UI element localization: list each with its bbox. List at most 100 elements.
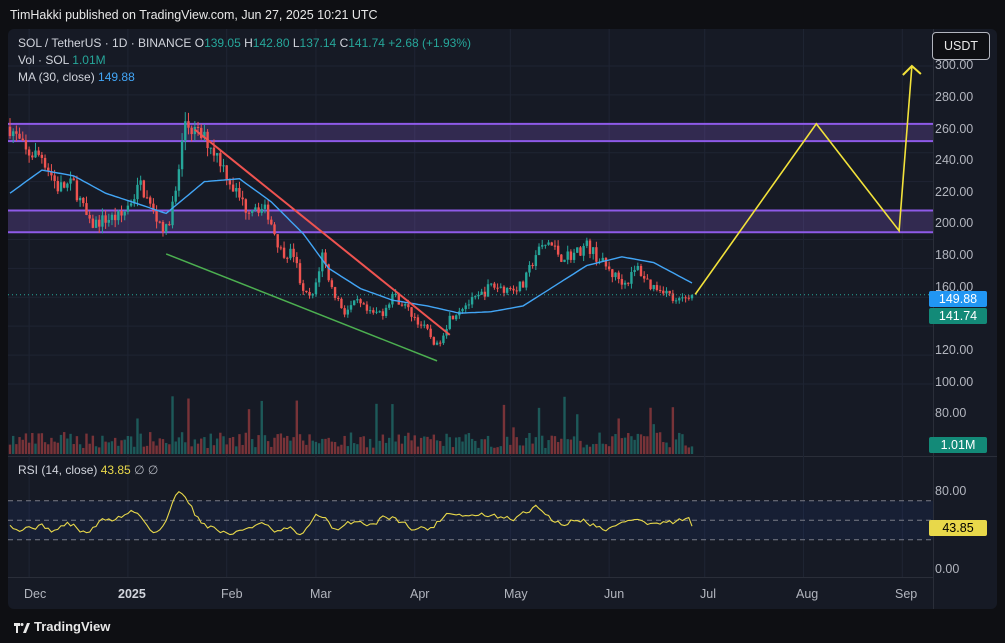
candle-body (190, 127, 193, 135)
volume-bar (579, 440, 582, 454)
volume-bar (56, 442, 60, 454)
candle-body (375, 311, 378, 313)
candle-body (486, 284, 490, 297)
volume-bar (149, 432, 152, 454)
volume-bar (212, 445, 216, 454)
price-chart[interactable] (8, 29, 933, 609)
price-tick-80: 80.00 (935, 406, 967, 420)
candle-body (493, 283, 496, 288)
volume-bar (671, 407, 675, 454)
candle-body (410, 307, 413, 317)
volume-bar (158, 438, 161, 454)
candle-body (652, 285, 655, 290)
volume-bar (298, 434, 302, 454)
volume-bar (681, 434, 684, 454)
candle-body (388, 304, 391, 308)
candle-body (560, 254, 563, 262)
candle-body (72, 178, 75, 181)
chart-frame[interactable]: SOL / TetherUS · 1D · BINANCE O139.05 H1… (8, 29, 997, 609)
volume-bar (301, 440, 305, 454)
candle-body (34, 150, 37, 158)
volume-bar (687, 447, 690, 454)
candle-body (470, 297, 474, 305)
currency-button[interactable]: USDT (932, 32, 990, 60)
candle-body (152, 203, 155, 211)
volume-bar (117, 445, 120, 454)
volume-bar (375, 403, 378, 454)
volume-bar (541, 435, 544, 454)
time-tick-aug: Aug (796, 587, 819, 601)
candle-body (113, 214, 117, 221)
volume-bar (244, 432, 248, 454)
candle-body (633, 269, 636, 272)
candle-body (11, 131, 15, 137)
volume-bar (474, 440, 477, 454)
volume-bar (276, 434, 279, 454)
volume-bar (445, 433, 448, 454)
candle-body (324, 252, 327, 265)
volume-bar (464, 434, 467, 454)
candle-body (180, 140, 184, 170)
candle-body (266, 204, 270, 220)
volume-bar (642, 436, 646, 454)
candle-body (464, 305, 467, 310)
volume-bar (66, 438, 69, 454)
candle-body (139, 180, 142, 185)
volume-bar (365, 447, 369, 454)
candle-body (372, 310, 375, 313)
volume-bar (537, 407, 541, 454)
candle-body (547, 242, 550, 245)
candle-body (474, 296, 477, 298)
volume-bar (451, 447, 455, 454)
volume-bar (566, 439, 569, 454)
legend-ma-row: MA (30, close) 149.88 (18, 70, 135, 84)
price-tick-100: 100.00 (935, 375, 974, 389)
volume-bar (652, 424, 655, 454)
legend-volume-row: Vol · SOL 1.01M (18, 53, 106, 67)
volume-bar (107, 442, 110, 454)
candle-body (343, 308, 346, 315)
candle-body (658, 289, 662, 291)
candle-body (531, 265, 534, 267)
candle-body (123, 211, 126, 216)
volume-bar (219, 432, 222, 454)
candle-body (235, 187, 238, 192)
volume-bar (458, 437, 461, 454)
volume-bar (391, 404, 394, 454)
volume-bar (627, 433, 630, 454)
volume-bar (394, 441, 397, 454)
volume-bar (362, 436, 365, 454)
candle-body (378, 311, 381, 313)
candle-body (426, 324, 429, 329)
candle-body (604, 257, 608, 267)
volume-bar (400, 443, 404, 454)
candle-body (684, 297, 687, 299)
volume-bar (493, 447, 496, 454)
volume-bar (295, 400, 299, 454)
candle-body (349, 305, 353, 310)
volume-bar (327, 437, 330, 454)
volume-bar (359, 437, 362, 454)
volume-bar (203, 437, 206, 454)
volume-bar (423, 436, 426, 454)
volume-bar (454, 437, 458, 454)
ma-price-badge: 149.88 (929, 291, 987, 307)
wedge-lower-trendline (165, 253, 438, 362)
legend-open: 139.05 (204, 36, 241, 50)
candle-body (541, 245, 544, 247)
candle-body (168, 224, 171, 226)
time-tick-may: May (504, 587, 528, 601)
pane-divider[interactable] (8, 456, 997, 457)
candle-body (394, 293, 397, 295)
candle-body (687, 297, 690, 299)
volume-bar (330, 441, 334, 454)
candle-body (525, 272, 528, 288)
candle-body (85, 203, 88, 215)
candle-body (477, 294, 480, 297)
candle-body (276, 234, 279, 248)
candle-body (620, 279, 624, 285)
candle-body (461, 309, 464, 312)
candle-body (690, 294, 694, 299)
footer-brand[interactable]: TradingView (14, 619, 110, 634)
volume-bar (324, 438, 327, 454)
